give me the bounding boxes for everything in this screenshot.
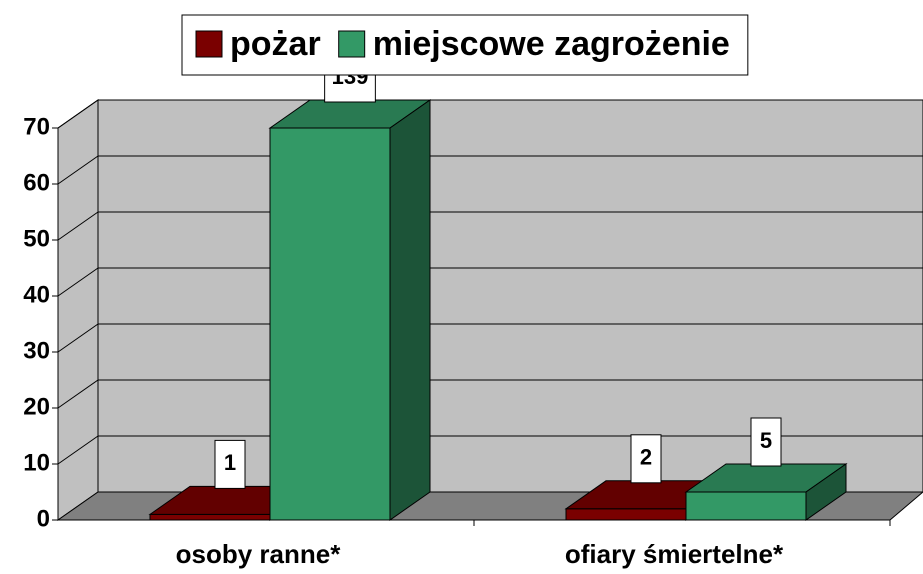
x-tick-label: osoby ranne* — [176, 539, 342, 569]
back-wall — [97, 99, 923, 493]
data-label-box — [750, 417, 782, 467]
bar-side — [389, 99, 431, 521]
bar-front — [565, 508, 687, 521]
side-wall — [57, 99, 99, 521]
walls — [56, 99, 923, 521]
data-label-box — [214, 439, 246, 489]
legend-swatch — [338, 30, 366, 58]
legend-swatch — [195, 30, 223, 58]
data-label: 1 — [224, 450, 236, 475]
y-tick-label: 70 — [23, 113, 50, 140]
data-label: 2 — [640, 445, 652, 470]
y-tick-label: 20 — [23, 393, 50, 420]
bar-side — [805, 463, 847, 521]
y-tick-label: 10 — [23, 449, 50, 476]
grid-line — [57, 379, 99, 409]
bar-front — [269, 127, 391, 521]
grid-line — [57, 99, 99, 129]
data-label-box — [630, 434, 662, 484]
y-tick-label: 60 — [23, 169, 50, 196]
grid-line — [57, 323, 99, 353]
y-tick-label: 40 — [23, 281, 50, 308]
y-tick-label: 0 — [37, 505, 50, 532]
grid-line — [57, 267, 99, 297]
grid-line — [57, 435, 99, 465]
legend-box — [181, 14, 749, 76]
x-tick-label: ofiary śmiertelne* — [565, 539, 784, 569]
data-label: 5 — [760, 428, 772, 453]
legend-label: miejscowe zagrożenie — [373, 25, 730, 63]
bar-front — [149, 513, 271, 521]
y-tick-label: 30 — [23, 337, 50, 364]
legend-label: pożar — [230, 25, 321, 63]
grid-line — [57, 211, 99, 241]
y-tick-label: 50 — [23, 225, 50, 252]
bar-front — [685, 491, 807, 521]
grid-line — [57, 155, 99, 185]
